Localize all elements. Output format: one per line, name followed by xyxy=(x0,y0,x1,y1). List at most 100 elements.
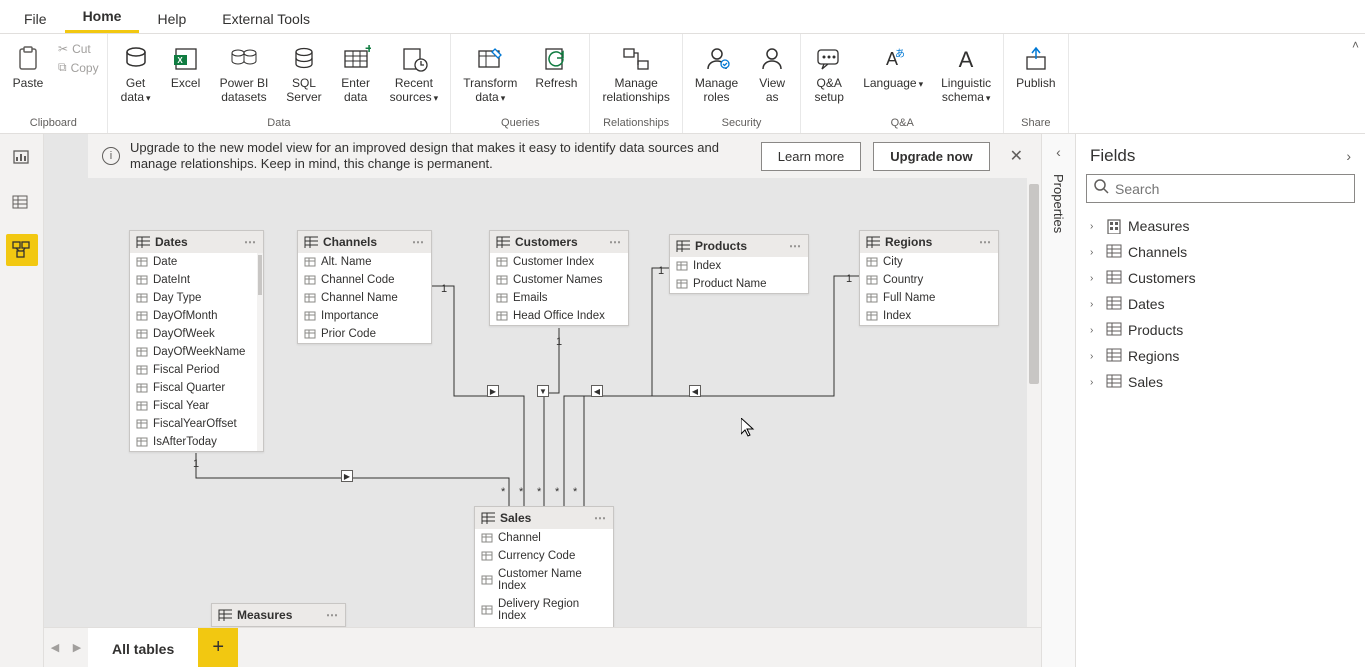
sql-server-button[interactable]: SQL Server xyxy=(282,40,325,106)
entity-measures[interactable]: Measures ⋯ xyxy=(211,603,346,627)
column-row[interactable]: Channel Name xyxy=(298,289,431,307)
entity-header[interactable]: Measures ⋯ xyxy=(212,604,345,626)
column-row[interactable]: Prior Code xyxy=(298,325,431,343)
column-row[interactable]: DayOfWeekName xyxy=(130,343,263,361)
entity-customers[interactable]: Customers ⋯ Customer Index Customer Name… xyxy=(489,230,629,326)
column-row[interactable]: DateInt xyxy=(130,271,263,289)
column-row[interactable]: Product Name xyxy=(670,275,808,293)
column-row[interactable]: Customer Names xyxy=(490,271,628,289)
model-view-button[interactable] xyxy=(6,234,38,266)
upgrade-now-button[interactable]: Upgrade now xyxy=(873,142,989,171)
column-row[interactable]: Emails xyxy=(490,289,628,307)
refresh-button[interactable]: Refresh xyxy=(531,40,581,92)
entity-sales[interactable]: Sales ⋯ Channel Currency Code Customer N… xyxy=(474,506,614,627)
field-table-sales[interactable]: › Sales xyxy=(1082,369,1359,395)
entity-header[interactable]: Sales ⋯ xyxy=(475,507,613,529)
column-row[interactable]: Fiscal Period xyxy=(130,361,263,379)
column-row[interactable]: Delivery Region Index xyxy=(475,595,613,625)
fields-pane: Fields › › Measures› Channels› Customers… xyxy=(1075,134,1365,667)
tab-prev-button[interactable]: ◀ xyxy=(44,628,66,667)
copy-button[interactable]: ⧉Copy xyxy=(58,60,99,75)
fields-search-input[interactable] xyxy=(1115,181,1348,197)
column-row[interactable]: Currency Code xyxy=(475,547,613,565)
linguistic-schema-button[interactable]: A Linguistic schema▾ xyxy=(937,40,995,107)
recent-sources-button[interactable]: Recent sources▾ xyxy=(386,40,443,107)
add-diagram-tab-button[interactable]: + xyxy=(198,628,238,667)
entity-menu-button[interactable]: ⋯ xyxy=(609,235,622,249)
menu-file[interactable]: File xyxy=(6,5,65,33)
column-row[interactable]: Importance xyxy=(298,307,431,325)
manage-roles-button[interactable]: Manage roles xyxy=(691,40,742,106)
entity-dates[interactable]: Dates ⋯ Date DateInt Day Type DayOfMonth xyxy=(129,230,264,452)
column-row[interactable]: Full Name xyxy=(860,289,998,307)
column-row[interactable]: IsAfterToday xyxy=(130,433,263,451)
column-row[interactable]: Day Type xyxy=(130,289,263,307)
menu-home[interactable]: Home xyxy=(65,2,140,33)
column-row[interactable]: Index xyxy=(860,307,998,325)
entity-header[interactable]: Regions ⋯ xyxy=(860,231,998,253)
column-row[interactable]: Customer Name Index xyxy=(475,565,613,595)
column-row[interactable]: DayOfMonth xyxy=(130,307,263,325)
column-row[interactable]: Channel xyxy=(475,529,613,547)
field-table-measures[interactable]: › Measures xyxy=(1082,213,1359,239)
tab-all-tables[interactable]: All tables xyxy=(88,628,198,667)
column-row[interactable]: Head Office Index xyxy=(490,307,628,325)
fields-collapse-button[interactable]: › xyxy=(1346,148,1351,164)
manage-relationships-button[interactable]: Manage relationships xyxy=(598,40,673,106)
entity-channels[interactable]: Channels ⋯ Alt. Name Channel Code Channe… xyxy=(297,230,432,344)
entity-header[interactable]: Dates ⋯ xyxy=(130,231,263,253)
get-data-button[interactable]: Get data▾ xyxy=(116,40,156,107)
entity-regions[interactable]: Regions ⋯ City Country Full Name Index xyxy=(859,230,999,326)
enter-data-button[interactable]: + Enter data xyxy=(336,40,376,106)
menu-external-tools[interactable]: External Tools xyxy=(204,5,328,33)
entity-menu-button[interactable]: ⋯ xyxy=(412,235,425,249)
column-row[interactable]: Channel Code xyxy=(298,271,431,289)
paste-button[interactable]: Paste xyxy=(8,40,48,92)
fields-search-box[interactable] xyxy=(1086,174,1355,203)
transform-data-button[interactable]: Transform data▾ xyxy=(459,40,521,107)
field-table-products[interactable]: › Products xyxy=(1082,317,1359,343)
field-table-channels[interactable]: › Channels xyxy=(1082,239,1359,265)
cut-button[interactable]: ✂Cut xyxy=(58,42,99,56)
notification-close-button[interactable]: ✕ xyxy=(1002,142,1031,170)
column-row[interactable]: Alt. Name xyxy=(298,253,431,271)
tab-next-button[interactable]: ▶ xyxy=(66,628,88,667)
column-row[interactable]: Country xyxy=(860,271,998,289)
entity-menu-button[interactable]: ⋯ xyxy=(594,511,607,525)
column-row[interactable]: FiscalYearOffset xyxy=(130,415,263,433)
entity-header[interactable]: Channels ⋯ xyxy=(298,231,431,253)
field-table-customers[interactable]: › Customers xyxy=(1082,265,1359,291)
column-row[interactable]: City xyxy=(860,253,998,271)
column-name: DayOfWeek xyxy=(153,328,215,340)
learn-more-button[interactable]: Learn more xyxy=(761,142,861,171)
language-button[interactable]: Aあ Language▾ xyxy=(859,40,927,93)
qa-setup-button[interactable]: Q&A setup xyxy=(809,40,849,106)
column-row[interactable]: Date xyxy=(130,253,263,271)
entity-menu-button[interactable]: ⋯ xyxy=(979,235,992,249)
field-table-regions[interactable]: › Regions xyxy=(1082,343,1359,369)
column-row[interactable]: Index xyxy=(670,257,808,275)
publish-button[interactable]: Publish xyxy=(1012,40,1059,92)
menu-help[interactable]: Help xyxy=(139,5,204,33)
column-row[interactable]: Customer Index xyxy=(490,253,628,271)
column-row[interactable]: Fiscal Quarter xyxy=(130,379,263,397)
entity-products[interactable]: Products ⋯ Index Product Name xyxy=(669,234,809,294)
entity-header[interactable]: Products ⋯ xyxy=(670,235,808,257)
column-row[interactable]: DayOfWeek xyxy=(130,325,263,343)
entity-scrollbar[interactable] xyxy=(257,253,263,451)
canvas-scrollbar[interactable] xyxy=(1027,178,1041,627)
entity-menu-button[interactable]: ⋯ xyxy=(244,235,257,249)
report-view-button[interactable] xyxy=(6,142,38,174)
data-view-button[interactable] xyxy=(6,188,38,220)
pbi-datasets-button[interactable]: Power BI datasets xyxy=(216,40,273,106)
ribbon-collapse-button[interactable]: ˄ xyxy=(1352,38,1359,52)
field-table-dates[interactable]: › Dates xyxy=(1082,291,1359,317)
properties-expand-button[interactable]: ‹ xyxy=(1056,134,1061,170)
model-canvas[interactable]: Dates ⋯ Date DateInt Day Type DayOfMonth xyxy=(44,178,1027,627)
entity-menu-button[interactable]: ⋯ xyxy=(789,239,802,253)
column-row[interactable]: Fiscal Year xyxy=(130,397,263,415)
entity-menu-button[interactable]: ⋯ xyxy=(326,608,339,622)
entity-header[interactable]: Customers ⋯ xyxy=(490,231,628,253)
view-as-button[interactable]: View as xyxy=(752,40,792,106)
excel-button[interactable]: X Excel xyxy=(166,40,206,92)
